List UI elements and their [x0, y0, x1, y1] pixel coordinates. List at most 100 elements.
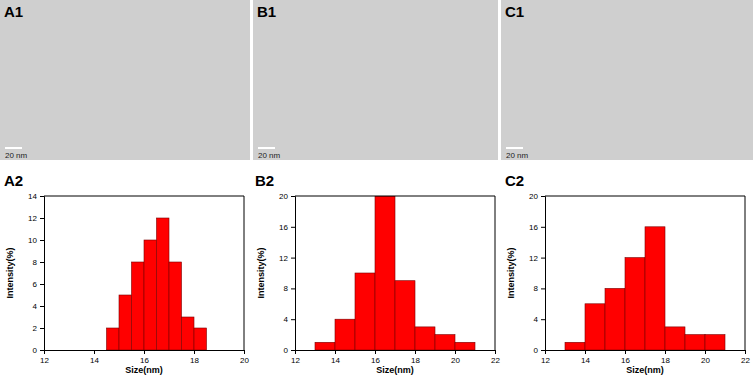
scale-bar-label: 20 nm — [258, 151, 281, 160]
bar — [157, 218, 170, 350]
x-tick-label: 18 — [661, 356, 670, 365]
image-area — [501, 0, 753, 160]
bar — [455, 342, 475, 350]
y-axis-line — [541, 197, 546, 351]
bar — [355, 273, 375, 350]
y-tick-mark — [291, 350, 295, 351]
histogram-panel: C2121416182022048121620Size(nm)Intensity… — [505, 172, 750, 375]
x-tick-label: 22 — [741, 356, 750, 365]
x-tick-mark — [194, 350, 195, 354]
x-tick: 12 — [541, 350, 550, 365]
y-tick-label: 4 — [534, 315, 539, 324]
bars — [565, 227, 725, 350]
y-tick-label: 12 — [529, 254, 538, 263]
y-tick-mark — [291, 288, 295, 289]
bar — [645, 227, 665, 350]
scale-bar — [258, 147, 275, 149]
frame — [495, 196, 496, 350]
bar — [335, 319, 355, 350]
y-tick: 4 — [534, 315, 545, 324]
y-tick-mark — [40, 328, 44, 329]
scale-bar — [506, 147, 523, 149]
bar — [107, 328, 120, 350]
y-tick-label: 4 — [33, 302, 38, 311]
x-axis: 121416182022 — [541, 350, 750, 365]
y-axis-title: Intensity(%) — [506, 247, 516, 298]
bar — [625, 258, 645, 350]
x-tick-mark — [94, 350, 95, 354]
x-tick-mark — [495, 350, 496, 354]
y-tick-mark — [291, 258, 295, 259]
y-tick: 4 — [284, 315, 295, 324]
y-tick-mark — [40, 306, 44, 307]
x-tick-mark — [665, 350, 666, 354]
bar — [665, 327, 685, 350]
y-axis-line — [291, 197, 296, 351]
frame — [745, 196, 746, 350]
image-panel: C120 nm — [501, 0, 753, 160]
y-tick-label: 4 — [284, 315, 289, 324]
x-tick: 16 — [371, 350, 380, 365]
bar — [565, 342, 585, 350]
y-tick: 10 — [28, 236, 44, 245]
y-tick: 8 — [534, 284, 545, 293]
y-tick-label: 16 — [529, 223, 538, 232]
y-tick-mark — [40, 240, 44, 241]
y-tick-mark — [541, 227, 545, 228]
y-tick: 0 — [534, 346, 545, 355]
x-tick-label: 14 — [90, 356, 99, 365]
y-tick-mark — [40, 262, 44, 263]
x-tick-mark — [745, 350, 746, 354]
x-tick-label: 20 — [240, 356, 249, 365]
bar — [415, 327, 435, 350]
panel-label: B1 — [257, 3, 276, 20]
x-tick: 12 — [40, 350, 49, 365]
bar — [315, 342, 335, 350]
x-tick: 22 — [741, 350, 750, 365]
y-axis: 02468101214 — [28, 192, 44, 355]
x-tick: 16 — [621, 350, 630, 365]
bar — [585, 304, 605, 350]
y-tick-mark — [541, 288, 545, 289]
frame — [244, 196, 245, 350]
y-tick-mark — [291, 319, 295, 320]
x-tick: 18 — [661, 350, 670, 365]
x-tick-mark — [335, 350, 336, 354]
y-tick-label: 0 — [33, 346, 38, 355]
y-tick-label: 6 — [33, 280, 38, 289]
x-axis-title: Size(nm) — [125, 365, 163, 375]
x-tick: 14 — [331, 350, 340, 365]
image-area — [0, 0, 250, 160]
y-axis: 0 4 8 12 16 20 — [529, 192, 545, 355]
x-tick-label: 18 — [190, 356, 199, 365]
y-tick-mark — [541, 196, 545, 197]
x-tick-label: 20 — [701, 356, 710, 365]
y-axis-title: Intensity(%) — [256, 247, 266, 298]
histogram-panel: A2121416182002468101214Size(nm)Intensity… — [4, 172, 249, 375]
bar — [435, 335, 455, 350]
bar — [132, 262, 145, 350]
y-tick: 16 — [279, 223, 295, 232]
x-axis-title: Size(nm) — [626, 365, 664, 375]
y-tick-mark — [541, 319, 545, 320]
x-tick: 20 — [451, 350, 460, 365]
bar — [169, 262, 182, 350]
frame — [545, 196, 745, 197]
bars — [107, 218, 207, 350]
bar — [395, 281, 415, 350]
bar — [182, 317, 195, 350]
y-tick: 16 — [529, 223, 545, 232]
y-tick-mark — [541, 350, 545, 351]
scale-bar — [5, 147, 22, 149]
y-tick: 8 — [284, 284, 295, 293]
x-tick-label: 16 — [621, 356, 630, 365]
y-tick: 8 — [33, 258, 44, 267]
y-tick: 6 — [33, 280, 44, 289]
y-tick-mark — [40, 350, 44, 351]
y-tick: 14 — [28, 192, 44, 201]
y-tick: 20 — [529, 192, 545, 201]
x-tick-mark — [455, 350, 456, 354]
panel-label: B2 — [255, 172, 274, 189]
x-tick-label: 12 — [541, 356, 550, 365]
x-tick-label: 22 — [491, 356, 500, 365]
